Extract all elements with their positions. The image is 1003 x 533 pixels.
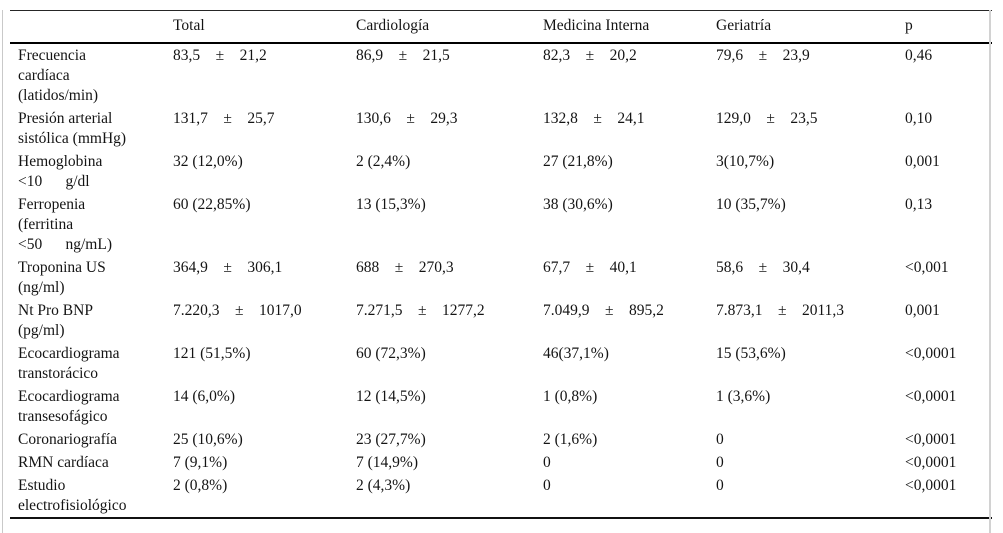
cell-value: 38 (30,6%) xyxy=(543,196,613,213)
cell-value: 86,9 ± 21,5 xyxy=(356,47,450,64)
cell-value: 364,9 ± 306,1 xyxy=(173,259,283,276)
table-row: Ecocardiograma transesofágico 14 (6,0%) … xyxy=(10,385,992,428)
page-edge-left-divider xyxy=(2,10,3,533)
p-value: <0,0001 xyxy=(905,345,957,362)
cell-value: 23 (27,7%) xyxy=(356,431,426,448)
cell-value: 7.049,9 ± 895,2 xyxy=(543,302,664,319)
cell-value: 0 xyxy=(543,454,551,471)
p-value: <0,0001 xyxy=(905,431,957,448)
p-value: <0,0001 xyxy=(905,477,957,494)
cell-value: 2 (4,3%) xyxy=(356,477,411,494)
cell-value: 83,5 ± 21,2 xyxy=(173,47,267,64)
p-value: 0,46 xyxy=(905,47,933,64)
p-value: 0,10 xyxy=(905,110,933,127)
cell-value: 1 (0,8%) xyxy=(543,388,598,405)
cell-value: 0 xyxy=(716,477,724,494)
table-row: Coronariografía 25 (10,6%) 23 (27,7%) 2 … xyxy=(10,428,992,451)
table-row: Frecuencia cardíaca (latidos/min) 83,5 ±… xyxy=(10,43,992,107)
cell-value: 2 (1,6%) xyxy=(543,431,598,448)
cell-value: 67,7 ± 40,1 xyxy=(543,259,637,276)
column-header-medicina-interna: Medicina Interna xyxy=(535,10,708,44)
cell-value: 2 (2,4%) xyxy=(356,153,411,170)
cell-value: 10 (35,7%) xyxy=(716,196,786,213)
cell-value: 46(37,1%) xyxy=(543,345,609,362)
cell-value: 60 (22,85%) xyxy=(173,196,251,213)
p-value: <0,0001 xyxy=(905,388,957,405)
cell-value: 1 (3,6%) xyxy=(716,388,771,405)
cell-value: 2 (0,8%) xyxy=(173,477,228,494)
cell-value: 0 xyxy=(716,454,724,471)
cell-value: 7.220,3 ± 1017,0 xyxy=(173,302,302,319)
clinical-stats-table: Total Cardiología Medicina Interna Geria… xyxy=(10,10,992,519)
p-value: 0,13 xyxy=(905,196,933,213)
cell-value: 32 (12,0%) xyxy=(173,153,243,170)
cell-value: 25 (10,6%) xyxy=(173,431,243,448)
cell-value: 58,6 ± 30,4 xyxy=(716,259,810,276)
row-label: Ferropenia (ferritina <50 ng/mL) xyxy=(18,196,112,253)
cell-value: 0 xyxy=(543,477,551,494)
row-label: Estudio electrofisiológico xyxy=(18,477,127,514)
p-value: 0,001 xyxy=(905,302,940,319)
column-header-p: p xyxy=(897,10,992,44)
cell-value: 0 xyxy=(716,431,724,448)
cell-value: 688 ± 270,3 xyxy=(356,259,454,276)
cell-value: 129,0 ± 23,5 xyxy=(716,110,818,127)
table-row: RMN cardíaca 7 (9,1%) 7 (14,9%) 0 0 <0,0… xyxy=(10,451,992,474)
cell-value: 131,7 ± 25,7 xyxy=(173,110,275,127)
p-value: 0,001 xyxy=(905,153,940,170)
row-label: Presión arterial sistólica (mmHg) xyxy=(18,110,127,147)
row-label: Coronariografía xyxy=(18,431,117,448)
cell-value: 7 (9,1%) xyxy=(173,454,228,471)
cell-value: 60 (72,3%) xyxy=(356,345,426,362)
table-row: Ecocardiograma transtorácico 121 (51,5%)… xyxy=(10,342,992,385)
cell-value: 12 (14,5%) xyxy=(356,388,426,405)
cell-value: 121 (51,5%) xyxy=(173,345,251,362)
cell-value: 13 (15,3%) xyxy=(356,196,426,213)
table-row: Nt Pro BNP (pg/ml) 7.220,3 ± 1017,0 7.27… xyxy=(10,299,992,342)
cell-value: 7.271,5 ± 1277,2 xyxy=(356,302,485,319)
header-row: Total Cardiología Medicina Interna Geria… xyxy=(10,10,992,44)
cell-value: 14 (6,0%) xyxy=(173,388,235,405)
cell-value: 27 (21,8%) xyxy=(543,153,613,170)
row-label: Hemoglobina <10 g/dl xyxy=(18,153,103,190)
column-header-geriatria: Geriatría xyxy=(708,10,897,44)
cell-value: 7.873,1 ± 2011,3 xyxy=(716,302,845,319)
table-row: Ferropenia (ferritina <50 ng/mL) 60 (22,… xyxy=(10,193,992,256)
cell-value: 3(10,7%) xyxy=(716,153,775,170)
table-row: Troponina US (ng/ml) 364,9 ± 306,1 688 ±… xyxy=(10,256,992,299)
cell-value: 79,6 ± 23,9 xyxy=(716,47,810,64)
cell-value: 82,3 ± 20,2 xyxy=(543,47,637,64)
row-label: Nt Pro BNP (pg/ml) xyxy=(18,302,93,339)
cell-value: 7 (14,9%) xyxy=(356,454,418,471)
table-row: Hemoglobina <10 g/dl 32 (12,0%) 2 (2,4%)… xyxy=(10,150,992,193)
cell-value: 15 (53,6%) xyxy=(716,345,786,362)
row-label: Ecocardiograma transesofágico xyxy=(18,388,120,425)
column-header-cardiologia: Cardiología xyxy=(348,10,535,44)
table-row: Estudio electrofisiológico 2 (0,8%) 2 (4… xyxy=(10,474,992,518)
p-value: <0,0001 xyxy=(905,454,957,471)
p-value: <0,001 xyxy=(905,259,949,276)
cell-value: 132,8 ± 24,1 xyxy=(543,110,645,127)
column-header-total: Total xyxy=(165,10,348,44)
row-label: Troponina US (ng/ml) xyxy=(18,259,106,296)
table-row: Presión arterial sistólica (mmHg) 131,7 … xyxy=(10,107,992,150)
row-label: RMN cardíaca xyxy=(18,454,109,471)
row-label: Ecocardiograma transtorácico xyxy=(18,345,120,382)
page-edge-right-divider xyxy=(989,10,991,533)
column-header-empty xyxy=(10,10,165,44)
row-label: Frecuencia cardíaca (latidos/min) xyxy=(18,47,99,104)
cell-value: 130,6 ± 29,3 xyxy=(356,110,458,127)
